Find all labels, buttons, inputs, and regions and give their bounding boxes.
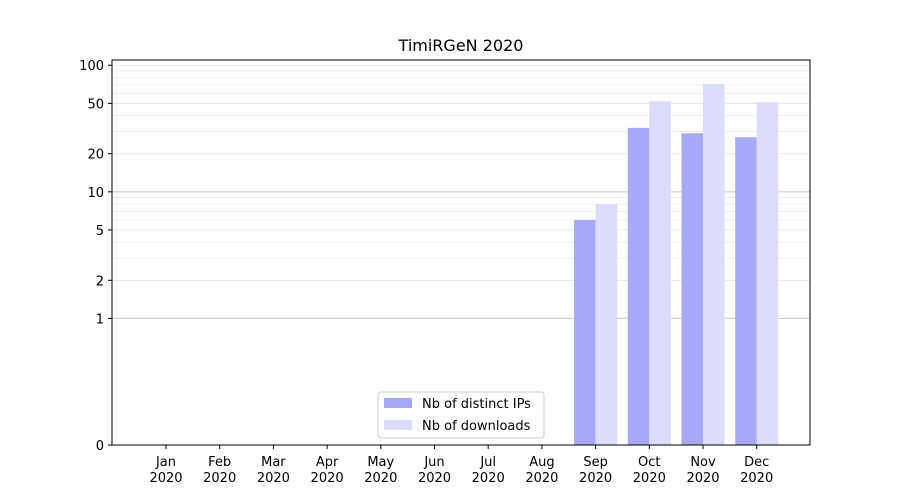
chart-title: TimiRGeN 2020 [398,36,524,55]
x-tick-label: Aug 2020 [525,455,558,486]
x-tick-label-line: Nov [690,455,716,470]
x-tick-label: Nov 2020 [686,455,719,486]
y-tick-label: 10 [87,186,104,201]
x-tick-label-line: Jan [155,455,176,470]
bar-nb-of-downloads-10 [703,84,725,446]
bar-nb-of-distinct-ips-8 [574,219,596,445]
x-tick-label: Jul 2020 [472,455,505,486]
x-tick-label-line: 2020 [149,471,182,486]
x-tick-label: Jan 2020 [149,455,182,486]
y-tick-label: 0 [96,439,104,454]
bar-nb-of-distinct-ips-10 [681,133,703,445]
legend-swatch [384,398,412,408]
x-tick-label-line: 2020 [257,471,290,486]
y-tick-label: 2 [96,274,104,289]
y-axis: 0 1 2 5 10 20 50 100 [79,59,112,454]
legend-label: Nb of distinct IPs [422,397,531,412]
legend-box [377,391,545,439]
x-tick-label: Apr 2020 [311,455,344,486]
x-tick-label-line: 2020 [472,471,505,486]
x-tick-label-line: 2020 [579,471,612,486]
bar-nb-of-distinct-ips-11 [735,137,757,446]
x-tick-label: May 2020 [364,455,397,486]
x-tick-label-line: Jun [423,455,444,470]
plot-frame [111,59,811,446]
y-tick-label: 5 [96,224,104,239]
y-tick-label: 20 [87,148,104,163]
x-tick-label: Feb 2020 [203,455,236,486]
x-tick-label-line: 2020 [311,471,344,486]
x-tick-label-line: Apr [316,455,339,470]
x-tick-label-line: Aug [529,455,554,470]
x-tick-label-line: 2020 [525,471,558,486]
legend-label: Nb of downloads [422,419,531,434]
x-tick-label-line: 2020 [686,471,719,486]
bar-nb-of-downloads-8 [595,204,618,445]
legend-swatch [384,420,412,430]
bar-nb-of-downloads-9 [649,101,671,446]
x-tick-label-line: Oct [638,455,660,470]
x-tick-label-line: Jul [479,455,496,470]
x-tick-label: Oct 2020 [633,455,666,486]
y-tick-label: 1 [96,312,104,327]
legend: Nb of distinct IPs Nb of downloads [377,391,545,439]
bar-nb-of-downloads-11 [756,102,779,445]
x-tick-label: Mar 2020 [257,455,290,486]
grid-lines [112,64,810,319]
x-tick-label-line: 2020 [203,471,236,486]
y-tick-label: 50 [87,97,104,112]
x-tick-label-line: 2020 [364,471,397,486]
x-tick-label-line: 2020 [418,471,451,486]
x-tick-label-line: Mar [261,455,286,470]
x-tick-label-line: 2020 [633,471,666,486]
x-tick-label: Sep 2020 [579,455,612,486]
x-tick-label-line: Sep [583,455,608,470]
y-tick-label: 100 [79,59,104,74]
x-tick-label-line: Feb [208,455,231,470]
x-tick-label: Jun 2020 [418,455,451,486]
x-tick-label-line: Dec [744,455,769,470]
x-tick-label-line: 2020 [740,471,773,486]
bar-nb-of-distinct-ips-9 [627,127,650,445]
x-tick-label-line: May [367,455,394,470]
x-tick-label: Dec 2020 [740,455,773,486]
bars [574,84,779,446]
